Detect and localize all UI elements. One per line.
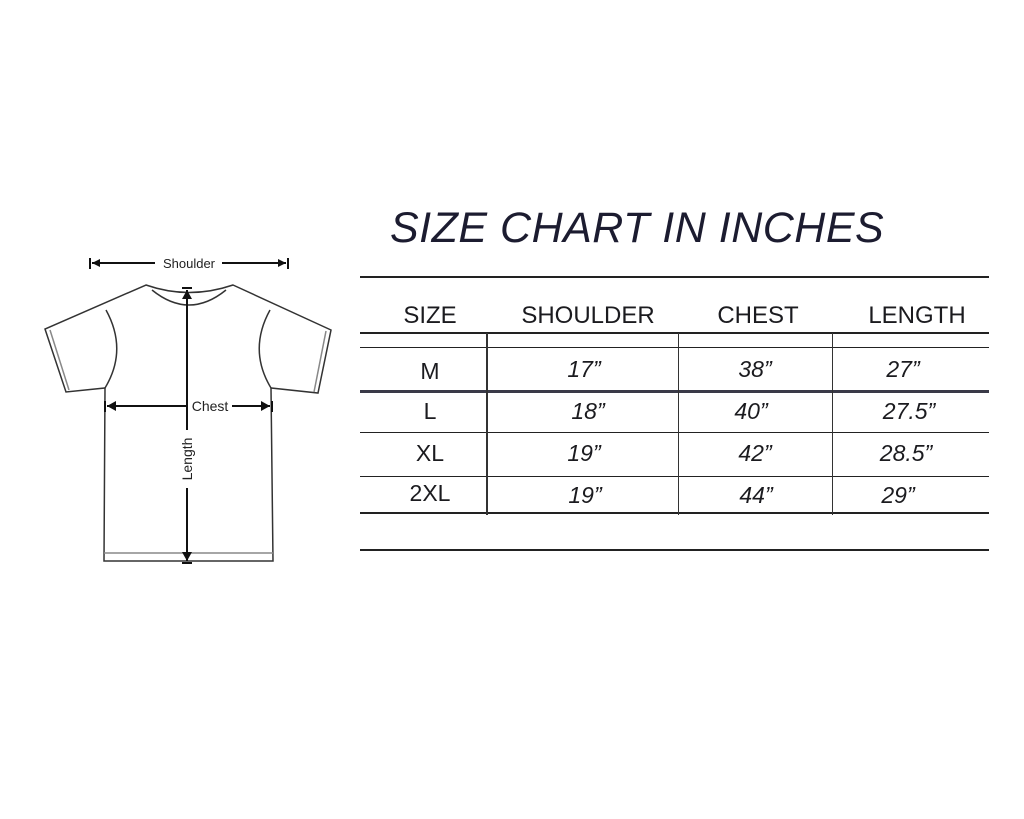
- size-cell: L: [423, 398, 437, 424]
- shoulder-label: Shoulder: [163, 256, 216, 271]
- divider: [360, 476, 989, 477]
- column-divider: [486, 333, 488, 515]
- size-cell: 2XL: [409, 480, 451, 506]
- column-divider: [678, 333, 679, 515]
- header-size: SIZE: [403, 302, 457, 329]
- shoulder-cell: 18”: [571, 398, 605, 424]
- length-cell: 27.5”: [882, 398, 936, 424]
- column-divider: [832, 333, 833, 515]
- chest-cell: 44”: [739, 482, 773, 508]
- length-label: Length: [179, 438, 195, 481]
- length-cell: 28.5”: [879, 440, 933, 466]
- header-shoulder: SHOULDER: [521, 302, 655, 329]
- length-cell: 27”: [886, 356, 920, 382]
- divider: [360, 332, 989, 334]
- divider: [360, 432, 989, 433]
- chart-title: SIZE CHART IN INCHES: [390, 204, 885, 252]
- divider: [360, 549, 989, 551]
- header-chest: CHEST: [717, 302, 799, 329]
- chest-label: Chest: [192, 398, 229, 414]
- header-length: LENGTH: [868, 302, 966, 329]
- divider: [360, 390, 989, 393]
- divider: [360, 276, 989, 278]
- chest-cell: 38”: [738, 356, 772, 382]
- shoulder-cell: 17”: [567, 356, 601, 382]
- chest-cell: 42”: [738, 440, 772, 466]
- size-cell: M: [420, 358, 440, 384]
- divider: [360, 512, 989, 514]
- shoulder-cell: 19”: [568, 482, 602, 508]
- chest-cell: 40”: [734, 398, 768, 424]
- divider: [360, 347, 989, 348]
- length-cell: 29”: [881, 482, 915, 508]
- size-cell: XL: [415, 440, 445, 466]
- shoulder-cell: 19”: [567, 440, 601, 466]
